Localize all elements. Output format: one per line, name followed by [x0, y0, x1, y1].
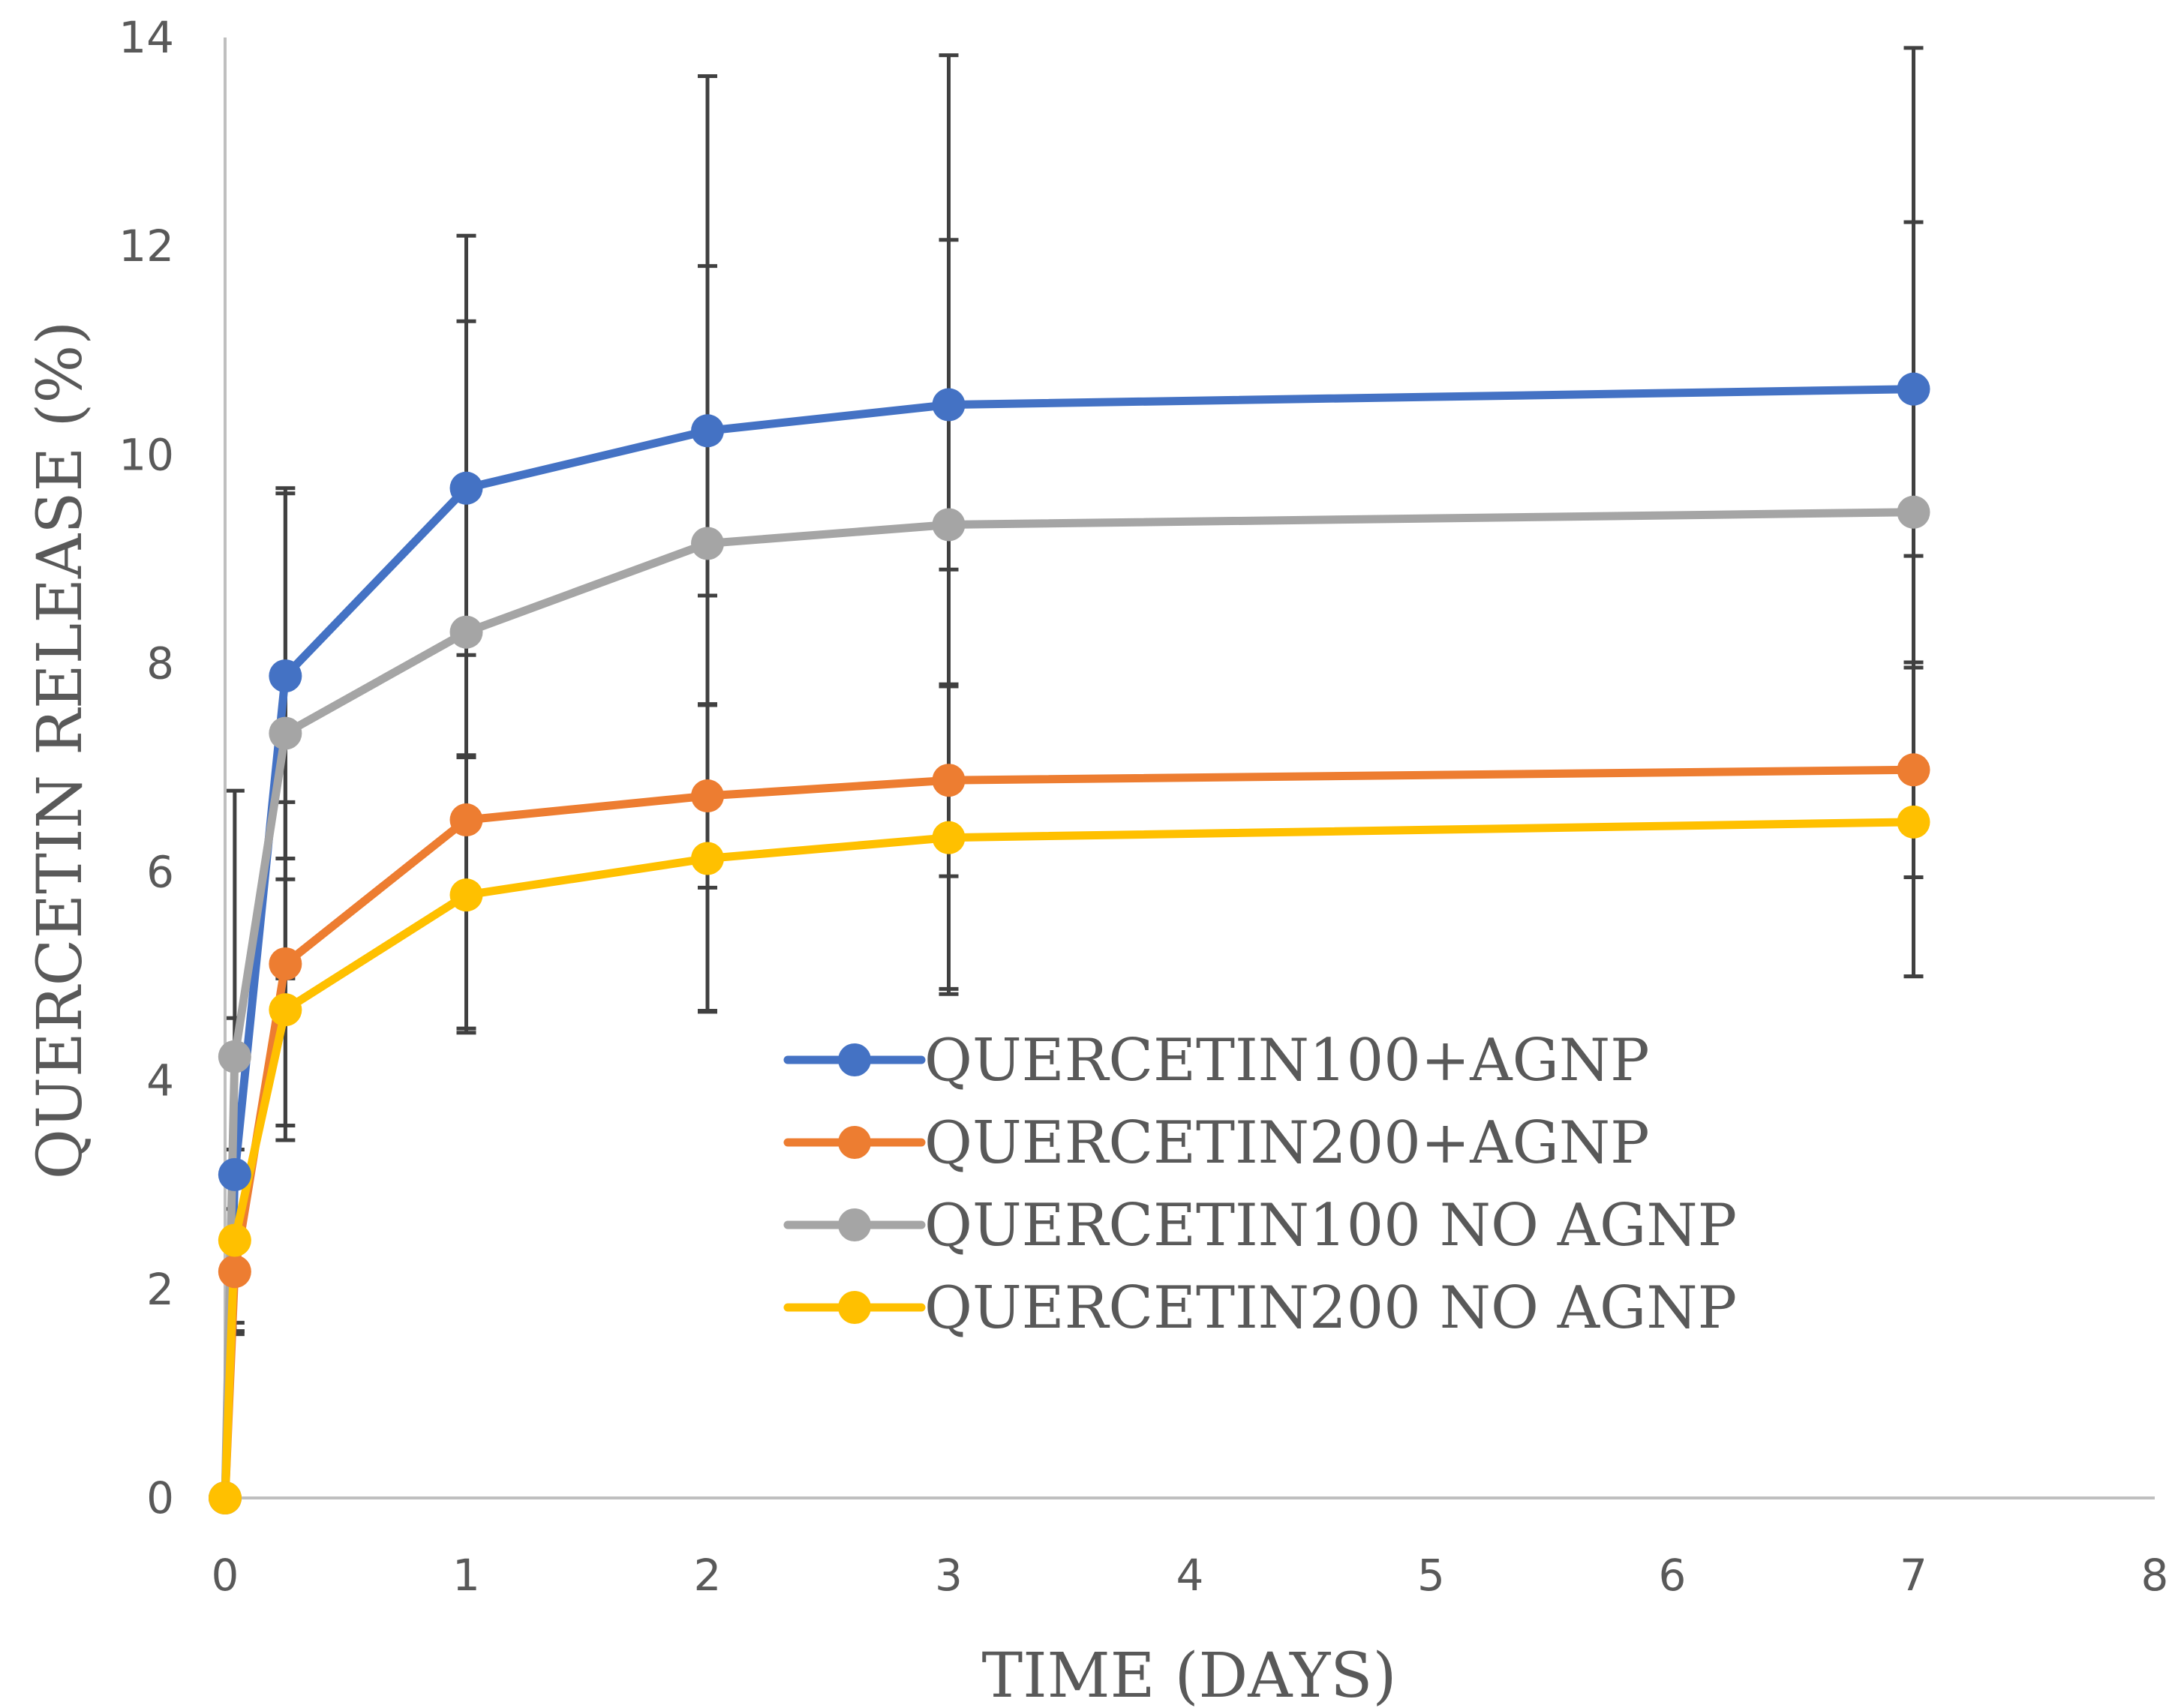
data-point	[218, 1223, 251, 1257]
x-tick-label: 4	[1176, 1550, 1204, 1601]
legend-label: QUERCETIN200 NO AGNP	[924, 1274, 1737, 1342]
y-tick-label: 14	[119, 12, 174, 63]
x-axis-title: TIME (DAYS)	[982, 1640, 1397, 1708]
data-point	[269, 659, 302, 693]
data-point	[932, 508, 966, 542]
data-point	[1897, 753, 1930, 787]
legend-label: QUERCETIN100+AGNP	[924, 1027, 1650, 1094]
x-tick-label: 1	[452, 1550, 480, 1601]
data-point	[1897, 372, 1930, 406]
legend-marker	[838, 1126, 871, 1159]
y-tick-label: 2	[146, 1264, 174, 1315]
data-point	[449, 803, 483, 837]
data-point	[691, 842, 724, 875]
x-tick-label: 7	[1900, 1550, 1927, 1601]
data-point	[449, 878, 483, 912]
data-point	[932, 388, 966, 422]
legend: QUERCETIN100+AGNP QUERCETIN200+AGNP QUERCE…	[783, 1027, 1737, 1342]
data-point	[1897, 805, 1930, 839]
series-markers-layer	[209, 372, 1930, 1514]
x-tick-label: 2	[694, 1550, 722, 1601]
data-point	[691, 414, 724, 448]
data-point	[1897, 495, 1930, 529]
y-axis-title: QUERCETIN RELEASE (%)	[25, 321, 96, 1180]
x-tick-label: 0	[212, 1550, 239, 1601]
x-tick-label: 5	[1417, 1550, 1445, 1601]
data-point	[691, 779, 724, 813]
y-tick-label: 10	[119, 429, 174, 480]
data-point	[209, 1481, 242, 1514]
legend-marker	[838, 1043, 871, 1076]
legend-marker	[838, 1208, 871, 1241]
data-point	[449, 471, 483, 505]
legend-label: QUERCETIN200+AGNP	[924, 1109, 1650, 1177]
legend-marker	[838, 1291, 871, 1324]
x-tick-label: 3	[935, 1550, 963, 1601]
series-line	[221, 508, 1918, 1502]
data-point	[932, 764, 966, 797]
y-tick-label: 6	[146, 847, 174, 898]
axes-layer	[224, 38, 2155, 1499]
y-tick-label: 0	[146, 1472, 174, 1523]
legend-label: QUERCETIN100 NO AGNP	[924, 1192, 1737, 1259]
data-point	[691, 527, 724, 560]
y-tick-label: 4	[146, 1055, 174, 1106]
data-point	[269, 716, 302, 750]
data-point	[449, 615, 483, 649]
data-point	[218, 1157, 251, 1191]
x-tick-label: 6	[1659, 1550, 1687, 1601]
data-point	[932, 821, 966, 854]
data-point	[218, 1040, 251, 1073]
data-point	[269, 993, 302, 1027]
y-tick-label: 8	[146, 638, 174, 689]
data-point	[218, 1255, 251, 1289]
data-point	[269, 947, 302, 980]
y-tick-label: 12	[119, 221, 174, 272]
x-tick-label: 8	[2141, 1550, 2169, 1601]
